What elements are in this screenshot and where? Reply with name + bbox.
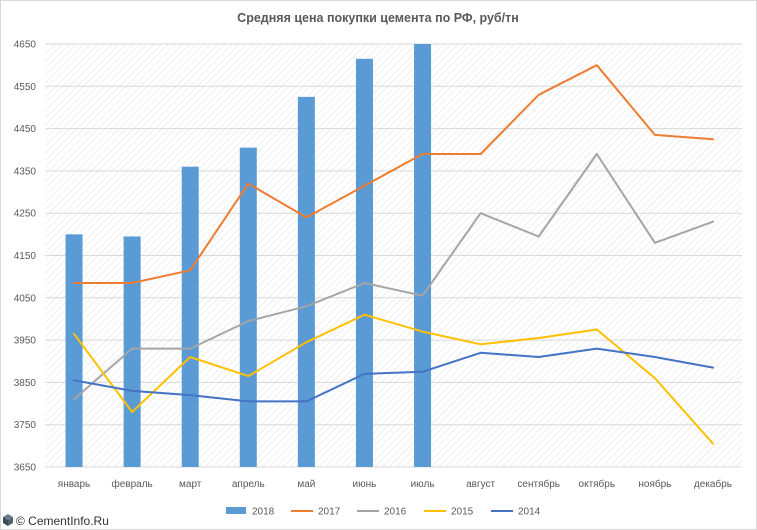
series-line-2016: [73, 153, 714, 401]
y-tick-label: 4650: [14, 40, 37, 51]
bar-2018-0: [65, 234, 83, 467]
legend-label-2018: 2018: [252, 507, 275, 518]
x-axis-tick-labels: январь февраль март апрель май июнь июль август…: [58, 478, 732, 490]
bar-2018-3: [239, 147, 257, 467]
bar-2018-2: [181, 166, 199, 468]
x-tick-label: апрель: [232, 479, 265, 490]
gridlines: [45, 43, 742, 468]
legend-item-2014: 2014: [491, 507, 541, 518]
y-tick-label: 4350: [14, 166, 37, 177]
bar-2018-6: [414, 44, 432, 467]
legend-label-2016: 2016: [384, 507, 407, 518]
legend-label-2014: 2014: [518, 507, 541, 518]
x-tick-label: май: [297, 479, 315, 490]
watermark: © CementInfo.Ru: [3, 514, 109, 528]
watermark-text: © CementInfo.Ru: [16, 514, 109, 528]
x-tick-label: октябрь: [579, 478, 616, 490]
legend-label-2015: 2015: [451, 507, 474, 518]
bar-series: [65, 44, 432, 468]
y-tick-label: 4550: [14, 82, 37, 93]
legend-swatch-2018: [226, 507, 246, 514]
series-line-2014: [73, 347, 714, 403]
x-tick-label: декабрь: [694, 478, 732, 490]
line-series: [73, 64, 714, 445]
legend-item-2016: 2016: [357, 507, 407, 518]
y-tick-label: 3950: [14, 336, 37, 347]
x-tick-label: февраль: [111, 478, 152, 490]
y-tick-label: 3750: [14, 420, 37, 431]
y-axis-tick-labels: 3650 3750 3850 3950 4050 4150 4250 4350 4450 4550…: [14, 40, 37, 474]
y-tick-label: 4050: [14, 293, 37, 304]
y-tick-label: 3650: [14, 463, 37, 474]
series-line-2015: [73, 313, 714, 445]
bar-2018-1: [123, 236, 141, 467]
legend-item-2018: 2018: [226, 507, 275, 518]
x-tick-label: июнь: [353, 479, 377, 490]
x-tick-label: январь: [58, 479, 90, 490]
bar-2018-4: [297, 96, 315, 467]
legend-item-2015: 2015: [424, 507, 474, 518]
bar-2018-5: [355, 58, 373, 468]
cementinfo-logo-icon: [3, 514, 13, 526]
y-tick-label: 3850: [14, 378, 37, 389]
legend-label-2017: 2017: [318, 507, 341, 518]
x-tick-label: сентябрь: [517, 478, 560, 490]
x-tick-label: ноябрь: [638, 478, 671, 490]
chart-title: Средняя цена покупки цемента по РФ, руб/…: [237, 11, 519, 25]
y-tick-label: 4450: [14, 124, 37, 135]
legend: 2018 2017 2016 2015 2014: [226, 507, 541, 518]
y-tick-label: 4150: [14, 251, 37, 262]
x-tick-label: март: [179, 479, 202, 490]
y-tick-label: 4250: [14, 209, 37, 220]
x-tick-label: июль: [411, 479, 435, 490]
series-line-2017: [73, 64, 714, 284]
legend-item-2017: 2017: [291, 507, 341, 518]
x-tick-label: август: [466, 479, 495, 490]
